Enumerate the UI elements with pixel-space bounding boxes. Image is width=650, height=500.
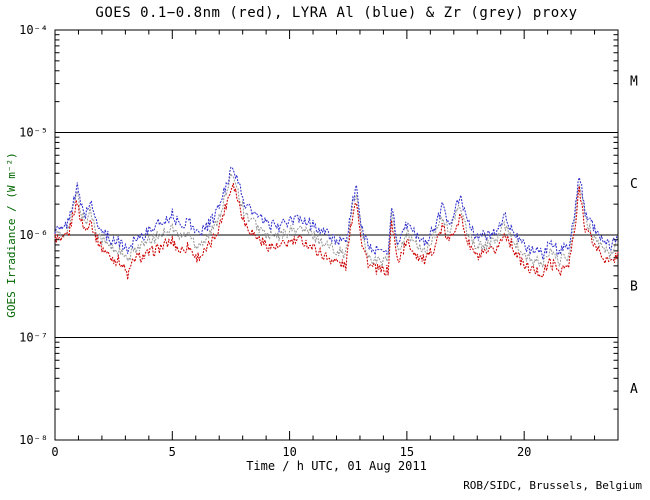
y-tick-label: 10⁻⁶ [19,228,48,242]
chart-title: GOES 0.1−0.8nm (red), LYRA Al (blue) & Z… [95,5,578,21]
flare-class-label: A [630,382,638,397]
y-axis-label: GOES Irradiance / (W m⁻²) [5,152,18,318]
credit-text: ROB/SIDC, Brussels, Belgium [463,479,642,492]
flare-class-label: M [630,74,638,89]
flare-class-label: B [630,279,638,294]
flare-class-label: C [630,177,638,192]
series-lyra-al-blue-proxy [54,166,619,260]
y-tick-label: 10⁻⁸ [19,433,48,447]
x-tick-label: 5 [169,445,176,459]
x-tick-label: 15 [400,445,414,459]
series-goes-0-1-0-8nm-red- [54,183,619,280]
y-tick-label: 10⁻⁷ [19,331,48,345]
y-tick-label: 10⁻⁵ [19,126,48,140]
x-tick-label: 10 [282,445,296,459]
axes [54,29,619,441]
x-tick-label: 0 [51,445,58,459]
y-tick-label: 10⁻⁴ [19,23,48,37]
x-axis-label: Time / h UTC, 01 Aug 2011 [246,459,427,473]
series-lyra-zr-grey-proxy [54,171,619,269]
x-tick-label: 20 [517,445,531,459]
axis-text: 0 5 10 15 20 10⁻⁸ 10⁻⁷ 10⁻⁶ 10⁻⁵ 10⁻⁴ M C B A GOES Irr… [5,23,638,459]
